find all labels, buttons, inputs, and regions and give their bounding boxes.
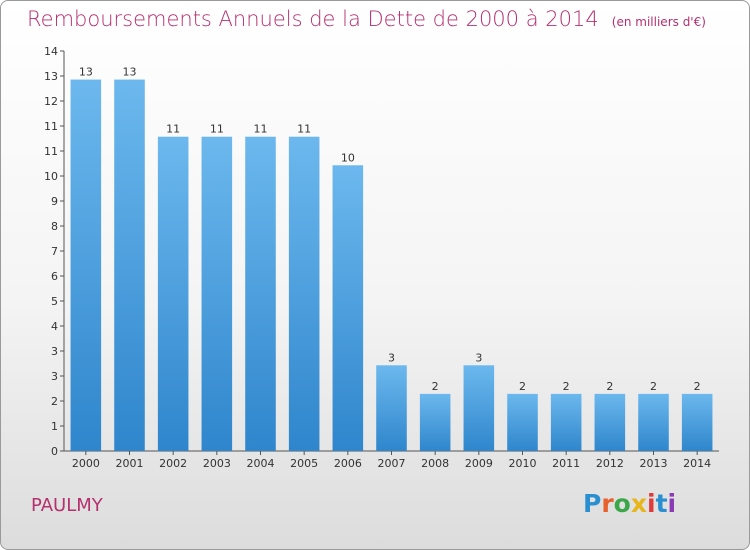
y-tick-label: 14 [44, 45, 58, 58]
bar-value-label: 2 [519, 380, 526, 393]
bar-2003 [201, 136, 233, 451]
bar-value-label: 2 [650, 380, 657, 393]
bar-value-label: 3 [388, 351, 395, 364]
bar-2006 [332, 165, 364, 452]
commune-name: PAULMY [31, 495, 103, 516]
bar-2002 [157, 136, 189, 451]
x-tick-label: 2014 [683, 457, 711, 470]
bar-2005 [288, 136, 320, 451]
proxiti-logo[interactable]: Proxiti [583, 489, 676, 518]
x-tick-label: 2010 [509, 457, 537, 470]
y-tick-label: 3 [51, 345, 58, 358]
x-tick-label: 2000 [72, 457, 100, 470]
bar-2010 [507, 393, 538, 451]
bar-value-label: 11 [254, 123, 268, 136]
bar-value-label: 11 [297, 123, 311, 136]
y-tick-label: 5 [51, 295, 58, 308]
x-tick-label: 2013 [640, 457, 668, 470]
y-tick-label: 7 [51, 245, 58, 258]
bar-value-label: 2 [563, 380, 570, 393]
y-tick-label: 0 [51, 445, 58, 458]
bar-2008 [419, 393, 451, 451]
x-tick-label: 2003 [203, 457, 231, 470]
y-tick-label: 8 [51, 220, 58, 233]
x-tick-label: 2007 [378, 457, 406, 470]
y-tick-label: 10 [44, 170, 58, 183]
logo-letter: o [613, 489, 631, 518]
bar-2004 [245, 136, 276, 451]
bar-2013 [638, 393, 669, 451]
logo-letter: i [667, 489, 677, 518]
bar-2011 [550, 393, 582, 451]
bar-2007 [376, 365, 407, 451]
chart-title: Remboursements Annuels de la Dette de 20… [27, 7, 599, 31]
x-tick-label: 2009 [465, 457, 493, 470]
logo-letter: r [601, 489, 614, 518]
x-tick-label: 2008 [421, 457, 449, 470]
logo-letter: x [630, 489, 647, 518]
y-tick-label: 12 [44, 95, 58, 108]
y-tick-label: 2 [51, 395, 58, 408]
y-tick-label: 1 [51, 420, 58, 433]
logo-letter: i [647, 489, 656, 518]
y-tick-label: 11 [44, 145, 58, 158]
bar-2000 [70, 79, 102, 452]
y-tick-label: 6 [51, 270, 58, 283]
bar-value-label: 13 [79, 66, 93, 79]
bar-value-label: 2 [694, 380, 701, 393]
x-tick-label: 2005 [290, 457, 318, 470]
bar-2012 [594, 393, 626, 451]
x-tick-label: 2011 [552, 457, 580, 470]
x-tick-label: 2006 [334, 457, 362, 470]
x-tick-label: 2012 [596, 457, 624, 470]
x-tick-label: 2004 [247, 457, 275, 470]
y-tick-label: 4 [51, 320, 58, 333]
bar-value-label: 3 [475, 351, 482, 364]
y-tick-label: 13 [44, 70, 58, 83]
logo-letter: P [583, 489, 602, 518]
y-tick-label: 9 [51, 195, 58, 208]
y-tick-label: 11 [44, 120, 58, 133]
bar-2009 [463, 365, 495, 451]
bar-value-label: 11 [166, 123, 180, 136]
bar-2014 [681, 393, 713, 451]
bar-2001 [114, 79, 145, 452]
chart-title-line: Remboursements Annuels de la Dette de 20… [27, 7, 706, 31]
x-tick-label: 2001 [116, 457, 144, 470]
chart-subtitle: (en milliers d'€) [611, 15, 706, 29]
bar-value-label: 11 [210, 123, 224, 136]
bar-value-label: 2 [432, 380, 439, 393]
bar-value-label: 10 [341, 151, 355, 164]
x-tick-label: 2002 [159, 457, 187, 470]
y-tick-label: 3 [51, 370, 58, 383]
logo-letter: t [655, 489, 668, 518]
bar-value-label: 2 [606, 380, 613, 393]
bar-value-label: 13 [123, 66, 137, 79]
